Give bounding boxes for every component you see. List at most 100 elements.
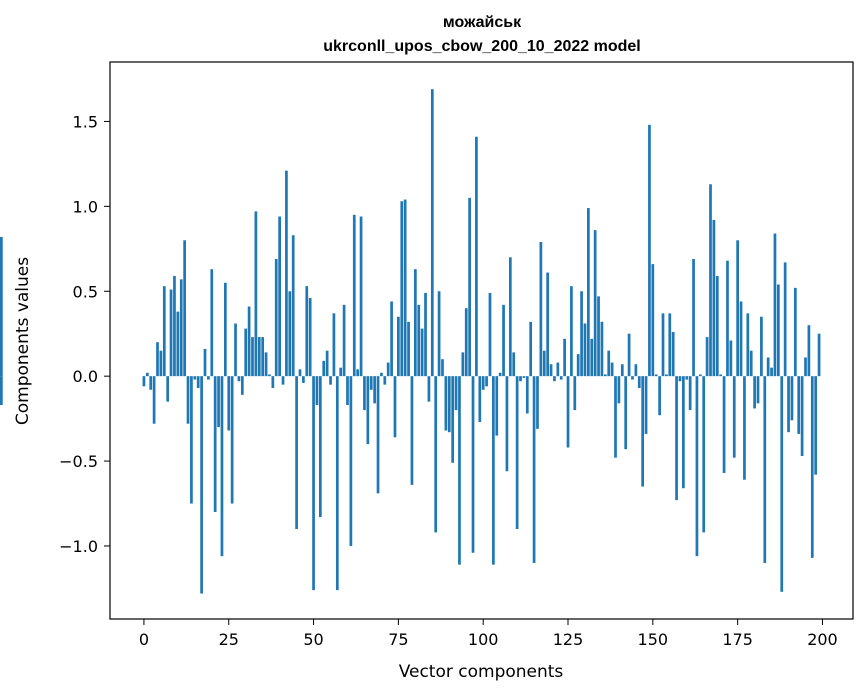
bars-group	[0, 89, 821, 594]
bar-164	[698, 374, 702, 377]
bar-182	[760, 316, 763, 377]
bar-130	[583, 323, 587, 377]
bar-145	[634, 364, 638, 377]
bar-68	[373, 376, 376, 404]
bar-72	[386, 362, 390, 377]
bar-120	[549, 364, 553, 377]
bar-104	[495, 376, 499, 436]
bar-116	[536, 376, 539, 429]
bar-169	[715, 275, 719, 377]
bar-61	[349, 376, 353, 546]
bar-190	[787, 376, 790, 433]
bar-22	[217, 376, 220, 428]
y-axis-ticks: −1.0 −0.5 0.0 0.5 1.0 1.5	[59, 112, 110, 556]
bar-138	[610, 362, 614, 377]
bar-87	[437, 291, 441, 377]
bar-198	[814, 376, 818, 475]
bar-163	[695, 376, 699, 557]
bar-121	[553, 376, 556, 382]
bar-117	[539, 242, 543, 377]
chart-title: можайськ	[443, 14, 522, 31]
bar-83	[424, 292, 427, 377]
bar-78	[407, 321, 410, 377]
bar-12	[183, 240, 186, 377]
bar-155	[668, 313, 672, 377]
bar-188	[780, 376, 784, 592]
bar-151	[654, 374, 658, 377]
y-axis-label: Components values	[13, 257, 33, 425]
bar-86	[434, 376, 438, 533]
bar-186	[773, 233, 777, 377]
bar-92	[454, 376, 458, 411]
bar-38	[271, 376, 275, 389]
bar-17	[200, 376, 203, 594]
bar-26	[230, 376, 234, 504]
bar-181	[756, 376, 760, 404]
bar-177	[743, 376, 746, 480]
bar-135	[600, 321, 604, 377]
bar-74	[393, 376, 397, 438]
bar-157	[675, 376, 678, 501]
bar-141	[620, 364, 624, 377]
bar-168	[712, 219, 716, 377]
chart-subtitle: ukrconll_upos_cbow_200_10_2022 model	[323, 38, 640, 55]
bar-147	[641, 376, 645, 487]
bar-126	[570, 286, 573, 377]
bar-48	[305, 286, 309, 377]
bar-166	[705, 337, 709, 377]
bar-undefined	[0, 236, 3, 377]
bar-2	[149, 376, 153, 390]
bar-8	[169, 289, 173, 377]
bar-39	[274, 258, 278, 377]
bar-137	[607, 350, 611, 377]
bar-65	[363, 376, 366, 411]
bar-183	[763, 376, 767, 563]
bar-91	[451, 376, 455, 463]
bar-146	[637, 376, 641, 389]
bar-125	[566, 376, 570, 448]
bar-5	[159, 350, 163, 377]
bar-13	[186, 376, 190, 424]
bar-148	[644, 376, 648, 434]
bar-139	[614, 376, 617, 458]
y-tick-label: 0.5	[73, 282, 98, 301]
bar-85	[430, 89, 434, 377]
bar-112	[522, 376, 526, 378]
bar-31	[247, 306, 251, 377]
x-tick-label: 25	[219, 630, 239, 649]
bar-79	[410, 376, 414, 485]
bar-173	[729, 340, 733, 377]
bar-89	[444, 376, 448, 431]
bar-144	[631, 376, 634, 380]
bar-160	[685, 376, 689, 380]
bar-53	[322, 360, 326, 377]
bar-57	[335, 376, 339, 591]
bar-150	[651, 264, 655, 377]
bar-82	[420, 328, 424, 377]
x-tick-label: 0	[139, 630, 149, 649]
bar-80	[413, 269, 417, 377]
bar-178	[746, 313, 750, 377]
bar-11	[179, 279, 183, 377]
bar-23	[220, 376, 224, 557]
bar-36	[264, 352, 268, 377]
bar-193	[797, 376, 801, 434]
bar-81	[417, 304, 421, 377]
bar-161	[688, 376, 692, 411]
bar-28	[237, 376, 241, 382]
bar-1	[145, 372, 149, 377]
bar-142	[624, 376, 628, 450]
x-tick-label: 100	[468, 630, 499, 649]
bar-136	[603, 374, 607, 377]
bar-180	[753, 376, 756, 409]
bar-67	[369, 376, 373, 390]
bar-0	[142, 376, 146, 387]
bar-24	[223, 282, 227, 377]
x-tick-label: 175	[722, 630, 753, 649]
bar-50	[312, 376, 315, 591]
bar-195	[804, 357, 807, 377]
bar-44	[291, 235, 295, 377]
bar-63	[356, 369, 360, 377]
bar-165	[702, 376, 706, 533]
